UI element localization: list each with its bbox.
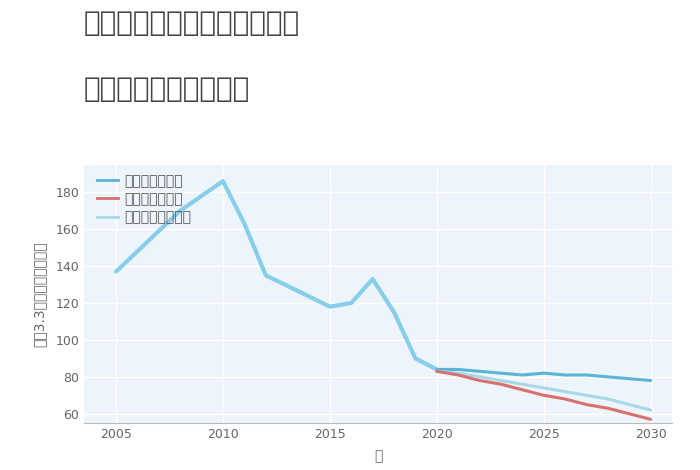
Y-axis label: 坪（3.3㎡）単価（万円）: 坪（3.3㎡）単価（万円） xyxy=(33,241,47,346)
Text: 大阪府泉南郡熊取町小垣内の: 大阪府泉南郡熊取町小垣内の xyxy=(84,9,300,38)
Text: 中古戸建ての価格推移: 中古戸建ての価格推移 xyxy=(84,75,251,103)
X-axis label: 年: 年 xyxy=(374,449,382,463)
Legend: グッドシナリオ, バッドシナリオ, ノーマルシナリオ: グッドシナリオ, バッドシナリオ, ノーマルシナリオ xyxy=(97,174,192,224)
